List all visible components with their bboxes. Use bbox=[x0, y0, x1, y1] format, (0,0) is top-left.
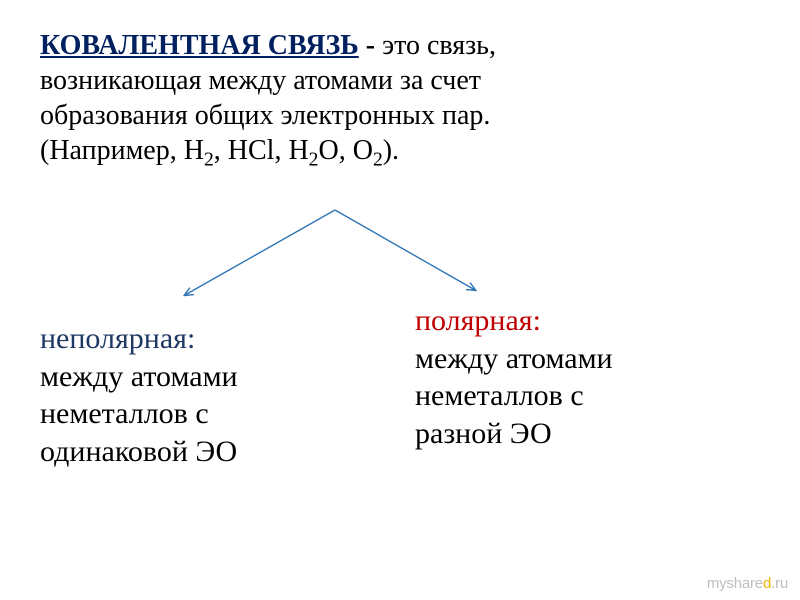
definition-line1: это связь, bbox=[382, 30, 496, 61]
arrow-right bbox=[335, 210, 475, 290]
branch-columns: неполярная: между атомами неметаллов с о… bbox=[40, 320, 760, 470]
example-prefix: (Например, bbox=[40, 135, 184, 166]
definition-dash: - bbox=[359, 30, 382, 61]
polar-block: полярная: между атомами неметаллов с раз… bbox=[415, 302, 760, 470]
definition-line3: образования общих электронных пар. bbox=[40, 100, 490, 131]
nonpolar-line1: между атомами bbox=[40, 360, 238, 393]
polar-line2: неметаллов с bbox=[415, 379, 584, 412]
term-covalent-bond: КОВАЛЕНТНАЯ СВЯЗЬ bbox=[40, 30, 359, 61]
watermark-a: myshare bbox=[707, 575, 763, 592]
formula-o2-a: O bbox=[353, 135, 373, 166]
nonpolar-block: неполярная: между атомами неметаллов с о… bbox=[40, 320, 385, 470]
formula-h2-a: H bbox=[184, 135, 204, 166]
nonpolar-line2: неметаллов с bbox=[40, 397, 209, 430]
watermark: myshared.ru bbox=[707, 575, 788, 592]
watermark-b: d bbox=[763, 575, 771, 592]
formula-hcl: HCl bbox=[228, 135, 275, 166]
nonpolar-line3: одинаковой ЭО bbox=[40, 435, 237, 468]
sep3: , bbox=[339, 135, 353, 166]
formula-o2-sub: 2 bbox=[373, 150, 383, 171]
sep1: , bbox=[214, 135, 228, 166]
polar-line3: разной ЭО bbox=[415, 417, 552, 450]
definition-paragraph: КОВАЛЕНТНАЯ СВЯЗЬ - это связь, возникающ… bbox=[40, 28, 760, 173]
formula-h2o-a: H bbox=[288, 135, 308, 166]
formula-h2-sub: 2 bbox=[204, 150, 214, 171]
sep2: , bbox=[274, 135, 288, 166]
slide: КОВАЛЕНТНАЯ СВЯЗЬ - это связь, возникающ… bbox=[0, 0, 800, 600]
definition-line2: возникающая между атомами за счет bbox=[40, 65, 481, 96]
arrow-left bbox=[185, 210, 335, 295]
nonpolar-title: неполярная: bbox=[40, 322, 195, 355]
formula-h2o-b: O bbox=[318, 135, 338, 166]
polar-title: полярная: bbox=[415, 304, 541, 337]
formula-h2o-sub: 2 bbox=[309, 150, 319, 171]
polar-line1: между атомами bbox=[415, 342, 613, 375]
example-suffix: ). bbox=[383, 135, 399, 166]
watermark-rest: .ru bbox=[771, 575, 788, 592]
